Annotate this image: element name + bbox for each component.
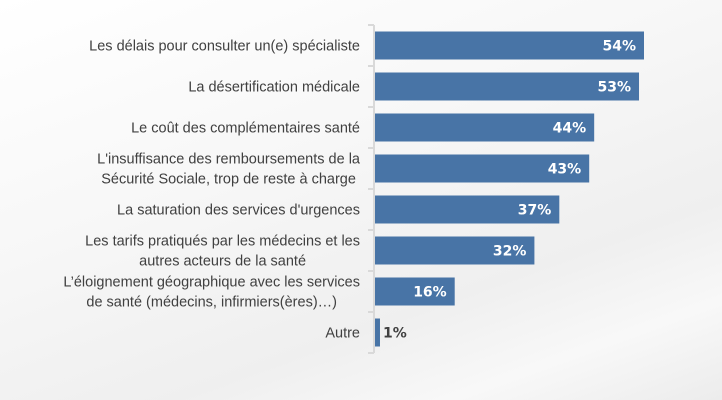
value-label: 44%: [553, 121, 587, 137]
bar: [375, 277, 455, 306]
bar: [375, 236, 535, 265]
category-label: L'insuffisance des remboursements de la S…: [97, 152, 361, 188]
value-label: 43%: [548, 162, 582, 178]
category-label: L’éloignement géographique avec les serv…: [63, 275, 360, 311]
value-label: 16%: [413, 285, 447, 301]
category-label: Autre: [325, 326, 360, 342]
bar: [375, 318, 380, 347]
y-axis: [368, 24, 375, 354]
bar: [375, 113, 595, 142]
value-label: 37%: [518, 203, 552, 219]
bar: [375, 72, 640, 101]
category-label: La saturation des services d'urgences: [117, 203, 360, 219]
value-label: 32%: [493, 244, 527, 260]
bar: [375, 195, 560, 224]
category-label: Le coût des complémentaires santé: [131, 121, 360, 137]
category-label: La désertification médicale: [188, 80, 360, 96]
value-label: 53%: [598, 80, 632, 96]
bar: [375, 154, 590, 183]
bar: [375, 31, 644, 60]
value-label: 1%: [383, 326, 407, 342]
value-label: 54%: [602, 39, 636, 55]
category-label: Les délais pour consulter un(e) spéciali…: [89, 39, 360, 55]
category-labels-group: Les délais pour consulter un(e) spéciali…: [63, 39, 361, 342]
category-label: Les tarifs pratiqués par les médecins et…: [85, 234, 360, 270]
bars-group: 54% 53% 44% 43% 37% 32% 16% 1%: [375, 31, 644, 347]
